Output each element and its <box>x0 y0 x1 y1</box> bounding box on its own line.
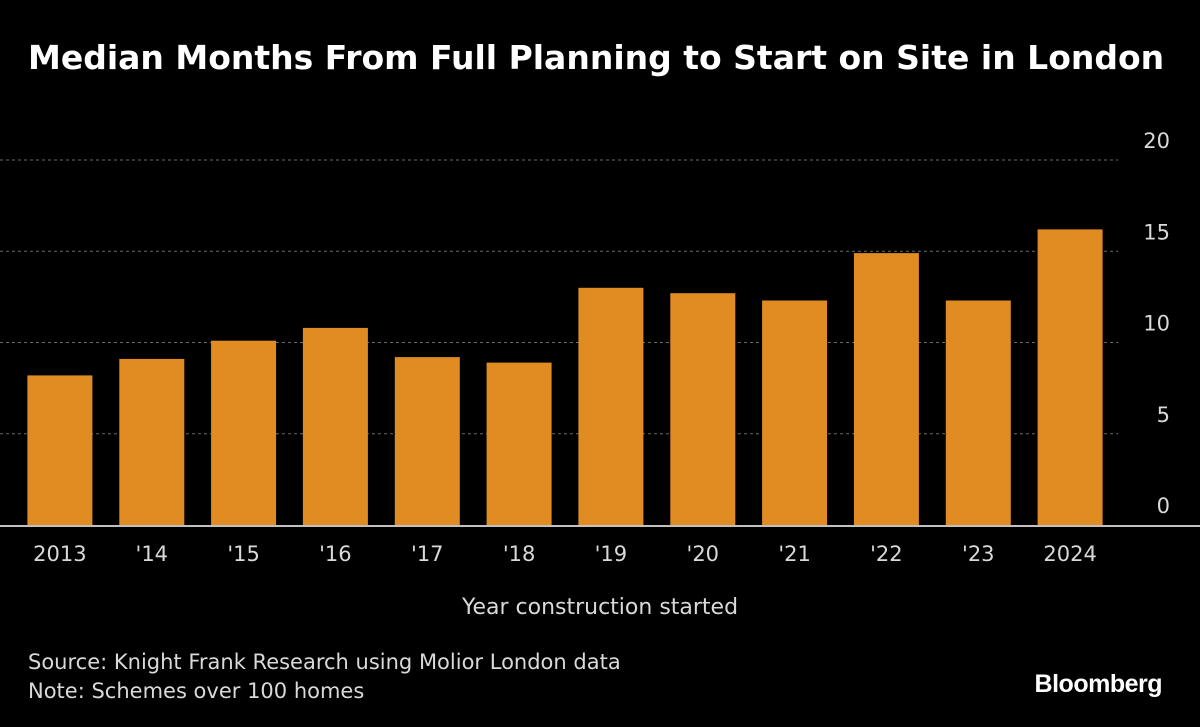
bar-4 <box>394 357 460 525</box>
bar-10 <box>945 300 1011 525</box>
x-tick-label: '14 <box>136 542 169 566</box>
y-tick-label: 5 <box>1157 403 1170 427</box>
x-axis-ticks: 2013 '14 '15 '16 '17 '18 '19 '20 '21 '22 '23 2024 <box>33 542 1097 566</box>
x-tick-label: '17 <box>411 542 444 566</box>
x-axis-title: Year construction started <box>461 595 738 620</box>
bar-2 <box>211 340 277 525</box>
bars <box>27 229 1103 526</box>
bar-3 <box>302 327 368 525</box>
x-tick-label: 2013 <box>33 542 86 566</box>
x-tick-label: '15 <box>227 542 260 566</box>
gridlines <box>0 159 1118 435</box>
x-tick-label: '19 <box>595 542 628 566</box>
bar-11 <box>1037 229 1103 525</box>
x-tick-label: '16 <box>319 542 352 566</box>
x-tick-label: '20 <box>687 542 720 566</box>
y-tick-label: 0 <box>1157 494 1170 518</box>
bloomberg-logo: Bloomberg <box>1034 670 1163 698</box>
y-axis-ticks: 0 5 10 15 20 <box>1143 129 1170 518</box>
bar-6 <box>578 287 644 526</box>
bar-0 <box>27 375 93 525</box>
y-tick-label: 10 <box>1143 312 1170 336</box>
bar-5 <box>486 362 552 525</box>
footnote: Note: Schemes over 100 homes <box>28 679 365 703</box>
bar-1 <box>119 358 185 525</box>
x-tick-label: '22 <box>870 542 903 566</box>
x-tick-label: '21 <box>778 542 811 566</box>
source-note: Source: Knight Frank Research using Moli… <box>28 650 621 674</box>
chart-title: Median Months From Full Planning to Star… <box>28 38 1165 77</box>
x-tick-label: 2024 <box>1043 542 1096 566</box>
x-tick-label: '23 <box>962 542 995 566</box>
bar-7 <box>670 293 736 525</box>
x-tick-label: '18 <box>503 542 536 566</box>
bar-8 <box>762 300 828 525</box>
bar-9 <box>853 253 919 525</box>
y-tick-label: 20 <box>1143 129 1170 153</box>
y-tick-label: 15 <box>1143 220 1170 244</box>
